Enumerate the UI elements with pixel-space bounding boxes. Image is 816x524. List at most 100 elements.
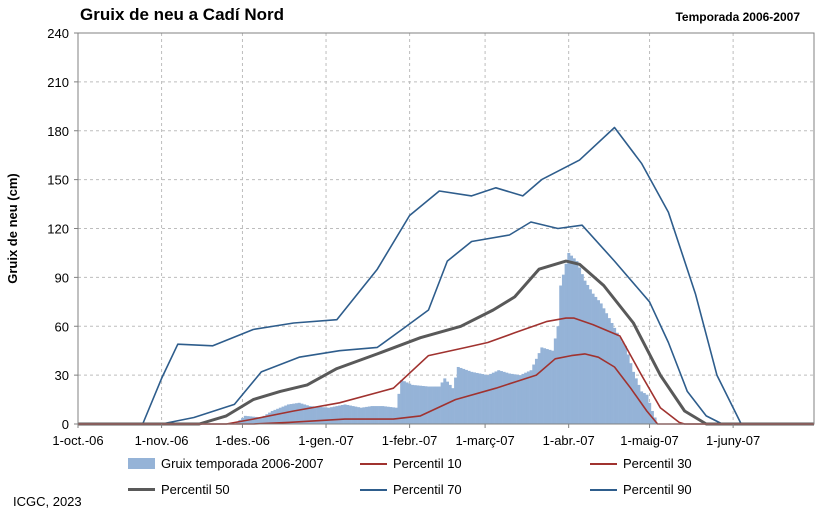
legend-label: Percentil 30 [623,456,692,471]
season-bar [556,326,560,424]
gridlines [78,32,814,424]
season-bar [580,274,584,424]
season-bar [548,349,552,424]
season-bar [308,406,312,424]
season-bar [338,405,342,424]
y-tick-label: 180 [47,124,69,139]
legend-item-p90: Percentil 90 [590,482,692,497]
season-bar [578,267,582,424]
season-bar [389,407,393,424]
season-bar [424,386,428,424]
season-bar [564,263,568,424]
y-tick-label: 120 [47,222,69,237]
season-bar [375,406,379,424]
credit: ICGC, 2023 [13,494,82,509]
percentile-line-p70 [78,221,814,425]
y-tick-label: 60 [55,319,69,334]
season-bar [278,407,282,424]
season-bar [416,385,420,424]
chart-title: Gruix de neu a Cadí Nord [80,5,285,24]
x-tick-label: 1-nov.-06 [135,433,189,448]
season-bar [443,378,447,424]
season-bar [626,354,630,424]
season-bar [470,371,474,424]
season-bar [413,385,417,424]
season-bar [640,391,644,424]
season-bar [303,404,307,424]
season-bar [497,370,501,424]
season-bar [394,407,398,424]
season-label: Temporada 2006-2007 [675,10,800,24]
season-bar [632,371,636,424]
season-bar [348,405,352,424]
legend-swatch [128,458,155,469]
season-bar [281,406,285,424]
legend-label: Percentil 90 [623,482,692,497]
season-bar [518,375,522,424]
season-bar [295,403,299,424]
y-axis-label: Gruix de neu (cm) [5,173,20,284]
season-bar [319,407,323,424]
season-bar [472,372,476,424]
season-bar [354,406,358,424]
season-bar [383,406,387,424]
percentile-lines [78,126,814,426]
y-tick-label: 150 [47,173,69,188]
legend-item-p70: Percentil 70 [360,482,462,497]
season-bar [330,407,334,424]
season-bar [623,345,627,424]
season-bar [357,407,361,424]
season-bar [335,406,339,424]
season-bar [570,255,574,424]
season-bar [340,404,344,424]
legend-swatch [360,462,387,465]
season-bar [276,408,280,424]
y-tick-label: 240 [47,26,69,41]
season-bar [605,313,609,424]
x-tick-label: 1-juny-07 [706,433,760,448]
season-bar [251,416,255,424]
season-bar [367,406,371,424]
season-bar [553,338,557,424]
season-bar [313,406,317,424]
season-bar [572,258,576,424]
season-bar [599,303,603,424]
season-bar [607,318,611,424]
x-tick-label: 1-març-07 [455,433,514,448]
season-bar [596,300,600,424]
season-bar [591,293,595,424]
season-bar [359,407,363,424]
season-bar [427,386,431,424]
season-bar [419,385,423,424]
legend-label: Percentil 50 [161,482,230,497]
season-bar [529,370,533,424]
legend-item-p50: Percentil 50 [128,482,230,497]
season-bar [526,371,530,424]
season-bar [270,410,274,424]
season-bar [521,373,525,424]
season-bar [437,386,441,424]
percentile-line-p50 [78,259,814,426]
season-bar [543,348,547,424]
percentile-line-p30 [78,317,814,425]
season-bar [440,382,444,424]
season-bar [300,403,304,424]
season-bar [621,341,625,424]
legend-swatch [128,488,155,491]
x-tick-label: 1-des.-06 [215,433,270,448]
season-bar [645,394,649,424]
season-bar [408,383,412,424]
season-bar [588,289,592,424]
season-bar [286,404,290,424]
season-bar [292,403,296,424]
season-bar [448,384,452,424]
legend-item-bars: Gruix temporada 2006-2007 [128,456,324,471]
season-bar [351,406,355,424]
season-bar [365,406,369,424]
season-bar [297,402,301,424]
y-tick-label: 30 [55,368,69,383]
snow-depth-chart: 0 30 60 90 120 150 180 210 240 1-oct.-06 1-nov.-06… [5,26,815,448]
season-bar [402,381,406,424]
x-tick-label: 1-abr.-07 [543,433,595,448]
season-bar [499,371,503,424]
